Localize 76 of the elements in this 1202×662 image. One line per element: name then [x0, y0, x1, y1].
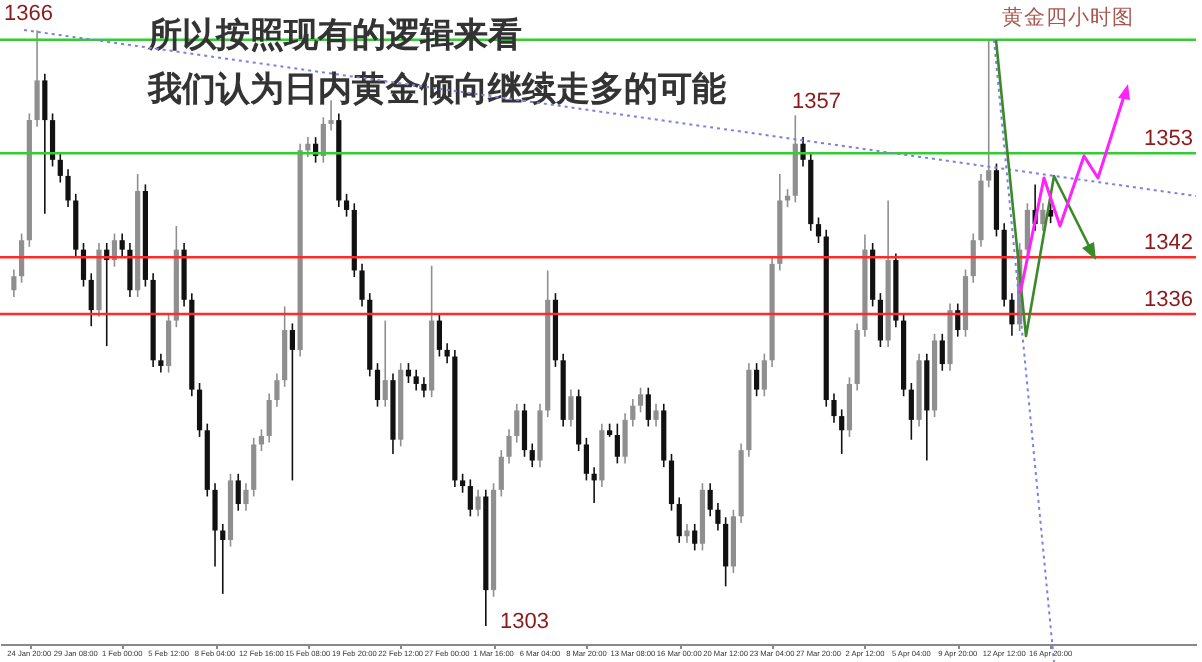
candlestick — [583, 437, 589, 482]
ref-line-label: 1353 — [1144, 127, 1193, 152]
candlestick — [42, 72, 48, 215]
candlestick — [220, 523, 226, 595]
candlestick — [421, 376, 427, 398]
candlestick — [158, 352, 164, 374]
candlestick — [637, 386, 644, 414]
candlestick — [846, 376, 853, 438]
candlestick — [65, 168, 71, 208]
candlestick — [506, 428, 512, 465]
candlestick — [831, 392, 837, 424]
candlestick — [196, 382, 203, 438]
candlestick — [243, 482, 249, 512]
candlestick — [320, 116, 326, 164]
candlestick — [1040, 202, 1046, 232]
candlestick — [761, 352, 767, 398]
candlestick — [343, 193, 350, 218]
annotation: 1366 — [4, 2, 53, 26]
candlestick — [614, 422, 620, 465]
candlestick — [514, 403, 520, 444]
candlestick — [359, 263, 365, 308]
candlestick — [374, 362, 381, 408]
candlestick — [877, 292, 883, 348]
candlestick — [839, 408, 845, 455]
candlestick — [127, 242, 133, 298]
candlestick — [521, 403, 528, 458]
candlestick — [676, 496, 682, 544]
annotation: 1303 — [500, 610, 549, 634]
candlestick — [815, 216, 822, 244]
candlestick — [266, 392, 272, 444]
candlestick — [800, 136, 806, 168]
candlestick — [212, 482, 218, 568]
candlestick — [475, 489, 481, 518]
candlestick — [88, 272, 94, 328]
annotation: 我们认为日内黄金倾向继续走多的可能 — [146, 70, 726, 108]
annotation: 1357 — [792, 90, 841, 114]
candlestick — [467, 478, 473, 518]
candlestick — [622, 412, 628, 465]
candlestick — [19, 232, 25, 284]
candlestick — [460, 472, 466, 494]
candlestick — [723, 516, 729, 588]
candlestick — [382, 319, 388, 408]
candlestick — [715, 502, 721, 532]
candlestick — [630, 398, 636, 428]
candlestick — [11, 268, 17, 298]
candlestick — [251, 437, 257, 498]
candlestick — [235, 472, 241, 512]
candlestick — [258, 428, 265, 452]
candlestick — [289, 322, 295, 482]
candlestick — [653, 403, 659, 428]
candlestick — [413, 368, 419, 392]
candlestick — [645, 386, 651, 428]
candlestick — [529, 442, 535, 468]
candlestick — [1009, 292, 1015, 337]
candlestick — [939, 333, 945, 372]
ref-line-label: 1342 — [1144, 231, 1193, 256]
ref-line-label: 1336 — [1144, 287, 1193, 312]
candlestick — [166, 313, 172, 374]
candlestick — [444, 342, 450, 364]
candlestick — [707, 482, 713, 518]
candlestick — [754, 362, 760, 398]
candlestick — [908, 382, 914, 441]
candlestick — [568, 388, 574, 428]
chart-title: 黄金四小时图 — [1002, 4, 1134, 30]
candlestick — [986, 39, 992, 189]
candlestick — [274, 372, 280, 408]
candlestick — [34, 29, 40, 128]
candlestick — [970, 232, 976, 284]
candlestick — [692, 523, 698, 552]
candlestick — [498, 449, 504, 498]
candlestick — [668, 453, 675, 512]
candlestick — [684, 523, 690, 544]
candlestick — [49, 112, 56, 168]
candlestick — [436, 313, 442, 358]
candlestick — [57, 152, 63, 184]
candlestick — [119, 232, 125, 258]
